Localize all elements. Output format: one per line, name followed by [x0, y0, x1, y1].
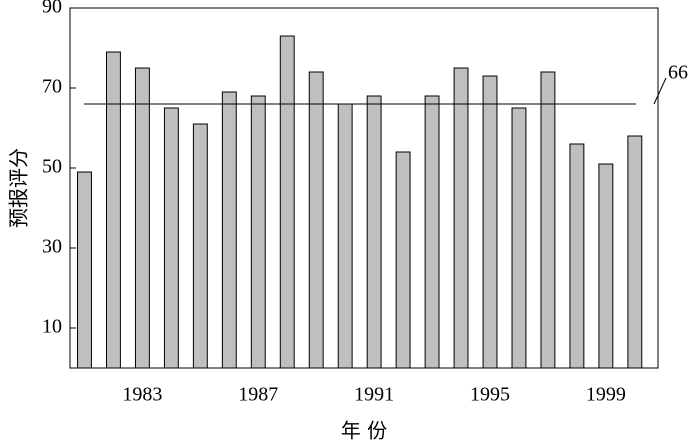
- x-tick-label: 1999: [586, 384, 626, 406]
- y-tick-label: 10: [42, 316, 62, 338]
- x-tick-label: 1995: [470, 384, 510, 406]
- bar: [366, 95, 382, 369]
- bar: [77, 171, 92, 369]
- bar: [337, 103, 353, 369]
- bar: [453, 67, 469, 369]
- bar: [279, 35, 295, 369]
- y-axis-label: 预报评分: [7, 148, 31, 228]
- bar: [627, 135, 643, 369]
- bar: [569, 143, 585, 369]
- y-tick-label: 70: [42, 76, 62, 98]
- y-tick-label: 30: [42, 236, 62, 258]
- x-tick-label: 1983: [122, 384, 162, 406]
- bar: [308, 71, 324, 369]
- bar: [221, 91, 237, 369]
- x-axis-label: 年 份: [341, 419, 387, 443]
- reference-label: 66: [668, 62, 688, 84]
- bar: [511, 107, 527, 369]
- bar: [134, 67, 150, 369]
- bar: [163, 107, 179, 369]
- reference-leader: [653, 77, 667, 105]
- bar: [424, 95, 440, 369]
- y-tick-label: 90: [42, 0, 62, 18]
- bar: [192, 123, 208, 369]
- bar: [105, 51, 121, 369]
- y-tick-label: 50: [42, 156, 62, 178]
- plot-frame: [69, 7, 659, 369]
- x-tick-label: 1991: [354, 384, 394, 406]
- x-tick-label: 1987: [238, 384, 278, 406]
- bar: [250, 95, 266, 369]
- bar: [598, 163, 614, 369]
- bar: [540, 71, 556, 369]
- bar: [395, 151, 411, 369]
- bar: [482, 75, 498, 369]
